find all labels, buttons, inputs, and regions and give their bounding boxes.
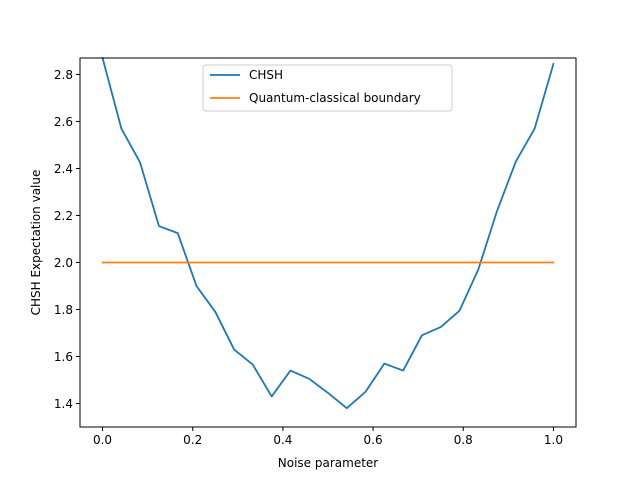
x-tick-label: 0.4 (273, 433, 292, 447)
y-axis: 1.4 1.6 1.8 2.0 2.2 2.4 2.6 2.8 (54, 68, 80, 411)
y-tick-label: 1.8 (54, 303, 73, 317)
plot-frame (79, 57, 577, 428)
legend: CHSH Quantum-classical boundary (202, 64, 453, 112)
y-tick-label: 2.4 (54, 162, 73, 176)
y-tick-label: 2.2 (54, 209, 73, 223)
legend-label-boundary: Quantum-classical boundary (249, 91, 421, 105)
x-axis: 0.0 0.2 0.4 0.6 0.8 1.0 (93, 427, 563, 447)
y-tick-label: 2.0 (54, 256, 73, 270)
y-tick-label: 1.6 (54, 350, 73, 364)
y-axis-label: CHSH Expectation value (29, 170, 43, 316)
x-tick-label: 1.0 (544, 433, 563, 447)
x-tick-label: 0.6 (364, 433, 383, 447)
x-tick-label: 0.2 (183, 433, 202, 447)
legend-box (202, 64, 453, 112)
x-tick-label: 0.8 (454, 433, 473, 447)
y-tick-label: 2.6 (54, 115, 73, 129)
legend-label-chsh: CHSH (249, 68, 283, 82)
chsh-series-line (101, 56, 555, 410)
plot-lines (101, 56, 555, 410)
y-tick-label: 1.4 (54, 397, 73, 411)
y-tick-label: 2.8 (54, 68, 73, 82)
x-axis-label: Noise parameter (278, 456, 379, 470)
x-tick-label: 0.0 (93, 433, 112, 447)
